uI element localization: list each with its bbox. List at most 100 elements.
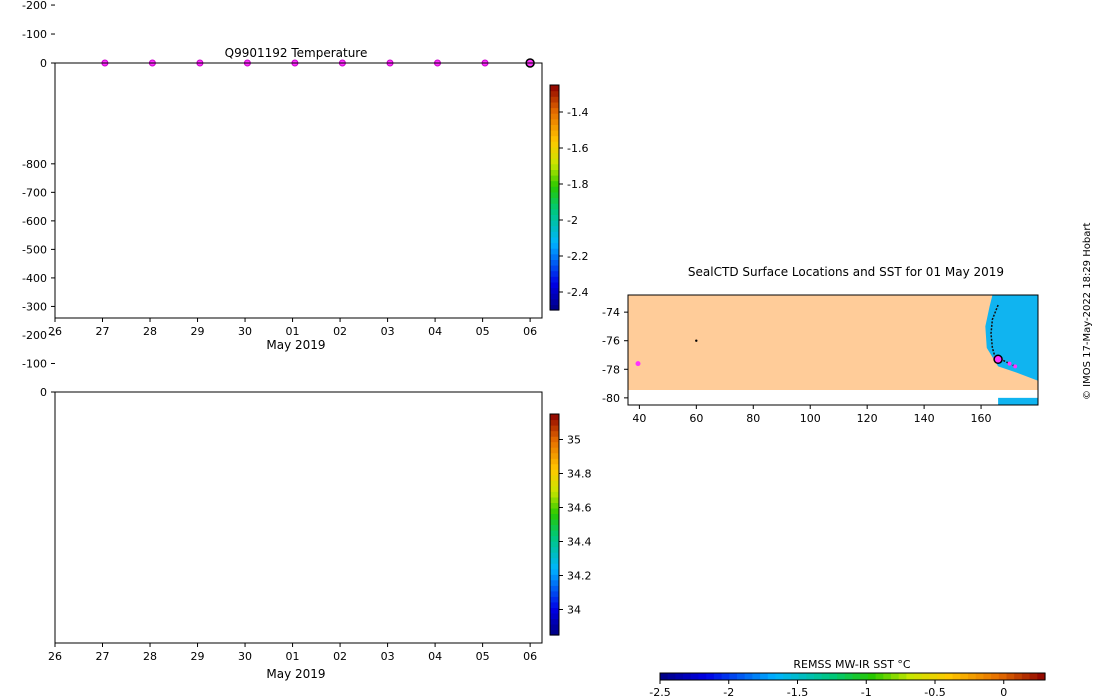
colorbar-segment bbox=[550, 236, 559, 244]
colorbar-segment bbox=[891, 673, 900, 680]
credit-text: © IMOS 17-May-2022 18:29 Hobart bbox=[1082, 222, 1093, 400]
colorbar-segment bbox=[550, 130, 559, 137]
colorbar-segment bbox=[550, 596, 559, 603]
x-tick-label: 05 bbox=[476, 325, 490, 338]
colorbar-segment bbox=[550, 197, 559, 204]
y-tick-label: -300 bbox=[22, 300, 47, 313]
y-tick-label: -74 bbox=[602, 306, 620, 319]
sst-colorbar: REMSS MW-IR SST °C -2.5 -2 -1.5 -1 -0.5 0 bbox=[649, 658, 1046, 699]
map-sst-field bbox=[628, 295, 1038, 390]
colorbar-segment bbox=[550, 447, 559, 454]
colorbar-segment bbox=[550, 169, 559, 176]
colorbar-segment bbox=[944, 673, 954, 680]
colorbar-segment bbox=[550, 436, 559, 443]
colorbar-segment bbox=[660, 673, 669, 680]
colorbar-segment bbox=[721, 673, 730, 680]
colorbar-segment bbox=[1014, 673, 1023, 680]
colorbar-tick-label: -1.6 bbox=[567, 142, 588, 155]
colorbar-segment bbox=[550, 530, 559, 537]
colorbar-segment bbox=[550, 502, 559, 509]
colorbar-segment bbox=[550, 425, 559, 432]
colorbar-segment bbox=[550, 163, 559, 170]
x-tick-label: 26 bbox=[48, 325, 62, 338]
colorbar-segment bbox=[550, 491, 559, 498]
colorbar-segment bbox=[760, 673, 769, 680]
colorbar-tick-label: -1.4 bbox=[567, 106, 588, 119]
x-tick-label: 100 bbox=[800, 412, 821, 425]
colorbar-segment bbox=[852, 673, 861, 680]
x-tick-label: 02 bbox=[333, 650, 347, 663]
x-tick-label: 28 bbox=[143, 325, 157, 338]
temperature-xlabel: May 2019 bbox=[266, 338, 325, 352]
salinity-panel: 26 27 28 29 30 01 02 03 04 05 06 0 -100 -200 -300 -400… bbox=[22, 158, 591, 681]
y-tick-label: -78 bbox=[602, 363, 620, 376]
colorbar-segment bbox=[675, 673, 684, 680]
x-tick-label: 27 bbox=[96, 325, 110, 338]
colorbar-segment bbox=[550, 270, 559, 277]
colorbar-tick-label: 0 bbox=[1000, 686, 1007, 699]
colorbar-segment bbox=[550, 124, 559, 131]
colorbar-segment bbox=[983, 673, 992, 680]
colorbar-segment bbox=[775, 673, 784, 680]
y-tick-label: 0 bbox=[40, 386, 47, 399]
colorbar-tick-label: -1.5 bbox=[787, 686, 808, 699]
colorbar-tick-label: -2.4 bbox=[567, 286, 588, 299]
temperature-y-ticks: 0-100-200-300-400-500-600-700-800 bbox=[22, 0, 55, 70]
colorbar-segment bbox=[550, 220, 559, 227]
x-tick-label: 04 bbox=[428, 650, 442, 663]
colorbar-segment bbox=[550, 293, 559, 300]
temperature-title: Q9901192 Temperature bbox=[225, 46, 368, 60]
x-tick-label: 140 bbox=[914, 412, 935, 425]
x-tick-label: 03 bbox=[381, 325, 395, 338]
colorbar-segment bbox=[883, 673, 892, 680]
colorbar-tick-label: -1.8 bbox=[567, 178, 588, 191]
colorbar-segment bbox=[550, 585, 559, 592]
colorbar-segment bbox=[550, 304, 559, 311]
colorbar-segment bbox=[550, 248, 559, 255]
colorbar-segment bbox=[550, 259, 559, 266]
colorbar-segment bbox=[713, 673, 723, 680]
track-point bbox=[1007, 361, 1012, 366]
colorbar-segment bbox=[550, 469, 559, 476]
colorbar-segment bbox=[550, 141, 559, 148]
colorbar-segment bbox=[906, 673, 915, 680]
colorbar-frame bbox=[549, 84, 560, 311]
colorbar-segment bbox=[814, 673, 823, 680]
salinity-x-ticks: 26 27 28 29 30 01 02 03 04 05 06 bbox=[48, 643, 537, 663]
colorbar-segment bbox=[698, 673, 707, 680]
colorbar-segment bbox=[960, 673, 969, 680]
colorbar-segment bbox=[550, 485, 559, 492]
colorbar-segment bbox=[550, 203, 559, 210]
colorbar-segment bbox=[550, 524, 559, 531]
colorbar-segment bbox=[550, 612, 559, 619]
colorbar-segment bbox=[744, 673, 753, 680]
colorbar-segment bbox=[550, 90, 559, 97]
colorbar-segment bbox=[829, 673, 838, 680]
map-points bbox=[635, 304, 1018, 369]
y-tick-label: -200 bbox=[22, 329, 47, 342]
temperature-axes-frame bbox=[54, 62, 543, 319]
salinity-xlabel: May 2019 bbox=[266, 667, 325, 681]
colorbar-segment bbox=[550, 180, 559, 187]
track-point bbox=[1013, 364, 1018, 369]
colorbar-segment bbox=[550, 463, 559, 470]
location-point bbox=[695, 339, 698, 342]
colorbar-segment bbox=[667, 673, 676, 680]
colorbar-segment bbox=[550, 135, 559, 142]
colorbar-segment bbox=[821, 673, 830, 680]
temperature-panel: Q9901192 Temperature 26 27 28 29 30 01 02 03 04 0… bbox=[22, 0, 588, 352]
colorbar-frame bbox=[659, 672, 1046, 681]
salinity-colorbar: 34 34.2 34.4 34.6 34.8 35 bbox=[549, 413, 592, 636]
location-point bbox=[635, 361, 641, 367]
colorbar-segment bbox=[806, 673, 815, 680]
x-tick-label: 01 bbox=[286, 650, 300, 663]
x-tick-label: 05 bbox=[476, 650, 490, 663]
map-title: SealCTD Surface Locations and SST for 01… bbox=[688, 265, 1004, 279]
temperature-x-ticks: 26 27 28 29 30 01 02 03 04 05 06 bbox=[48, 318, 537, 338]
y-tick-label: -100 bbox=[22, 357, 47, 370]
colorbar-segment bbox=[550, 579, 559, 586]
y-tick-label: -600 bbox=[22, 215, 47, 228]
map-x-ticks: 40 60 80 100 120 140 160 bbox=[632, 405, 992, 425]
y-tick-label: -500 bbox=[22, 243, 47, 256]
